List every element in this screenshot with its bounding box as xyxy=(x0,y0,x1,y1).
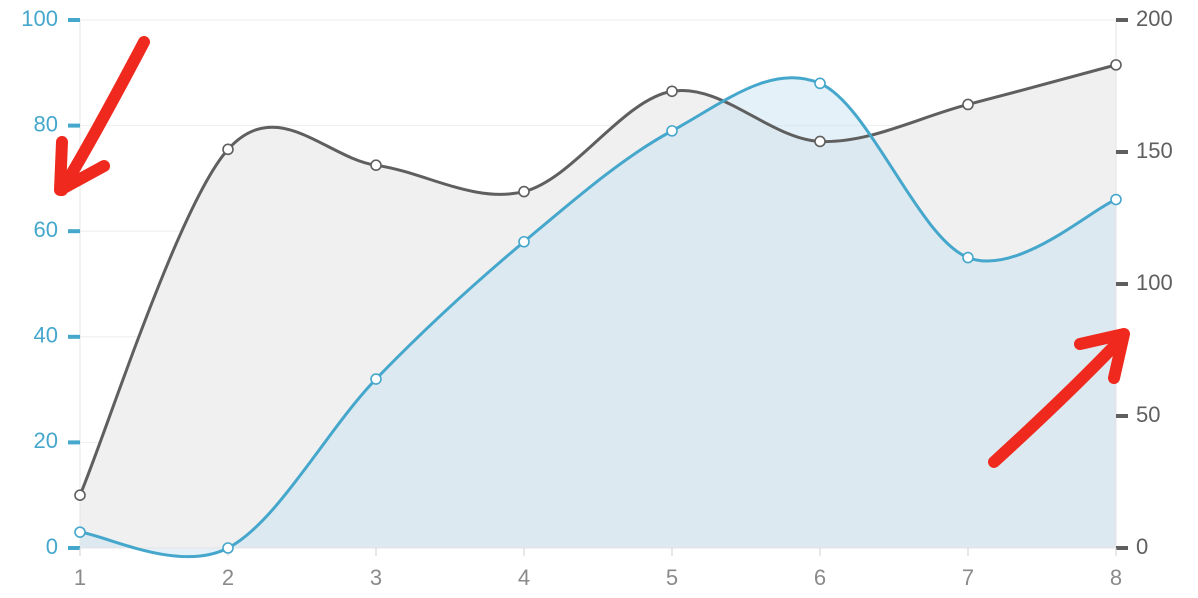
series-2-point-1[interactable] xyxy=(74,526,86,538)
series-2-point-8[interactable] xyxy=(1110,193,1122,206)
left-tick-label: 40 xyxy=(34,323,58,348)
x-tick-label: 6 xyxy=(814,565,826,590)
axes: 0 20 40 60 80 100 0 50 100 150 200 1 2 3 4 5 6 7 8 xyxy=(21,6,1172,590)
series-2-point-4[interactable] xyxy=(518,235,530,248)
series-1-point-4[interactable] xyxy=(518,185,530,198)
left-tick-label: 100 xyxy=(21,6,58,31)
x-tick-label: 2 xyxy=(222,565,234,590)
left-tick-label: 80 xyxy=(34,111,58,136)
series-1-point-7[interactable] xyxy=(962,98,974,111)
series-2-point-6[interactable] xyxy=(814,77,826,90)
x-tick-label: 8 xyxy=(1110,565,1122,590)
series-lines xyxy=(78,63,1118,559)
x-tick-label: 7 xyxy=(962,565,974,590)
left-tick-label: 0 xyxy=(46,534,58,559)
series-2-line xyxy=(78,76,1118,559)
right-tick-label: 150 xyxy=(1136,138,1173,163)
series-1-point-8[interactable] xyxy=(1110,59,1122,71)
series-1-point-6[interactable] xyxy=(814,135,826,148)
series-1-point-2[interactable] xyxy=(222,143,234,156)
right-tick-label: 200 xyxy=(1136,6,1173,31)
x-tick-label: 5 xyxy=(666,565,678,590)
right-tick-label: 50 xyxy=(1136,402,1160,427)
right-tick-label: 100 xyxy=(1136,270,1173,295)
series-1-point-5[interactable] xyxy=(666,85,678,98)
series-2-point-5[interactable] xyxy=(666,125,678,137)
series-areas xyxy=(80,64,1116,557)
x-tick-label: 1 xyxy=(74,565,86,590)
annotations xyxy=(54,36,1130,468)
series-1-point-1[interactable] xyxy=(74,489,86,502)
arrow-to-left-axis xyxy=(54,36,150,196)
left-tick-label: 20 xyxy=(34,428,58,453)
series-1-line xyxy=(78,63,1118,497)
series-1-point-3[interactable] xyxy=(370,159,382,171)
right-tick-label: 0 xyxy=(1136,534,1148,559)
series-2-area xyxy=(80,77,1116,557)
series-2-point-3[interactable] xyxy=(370,373,382,385)
left-tick-label: 60 xyxy=(34,217,58,242)
series-2-point-7[interactable] xyxy=(962,251,974,264)
x-tick-label: 4 xyxy=(518,565,530,590)
x-tick-label: 3 xyxy=(370,565,382,590)
series-2-point-2[interactable] xyxy=(222,542,234,554)
series-1-area xyxy=(80,64,1116,548)
arrow-to-right-axis xyxy=(988,328,1130,468)
series-points xyxy=(74,59,1122,554)
